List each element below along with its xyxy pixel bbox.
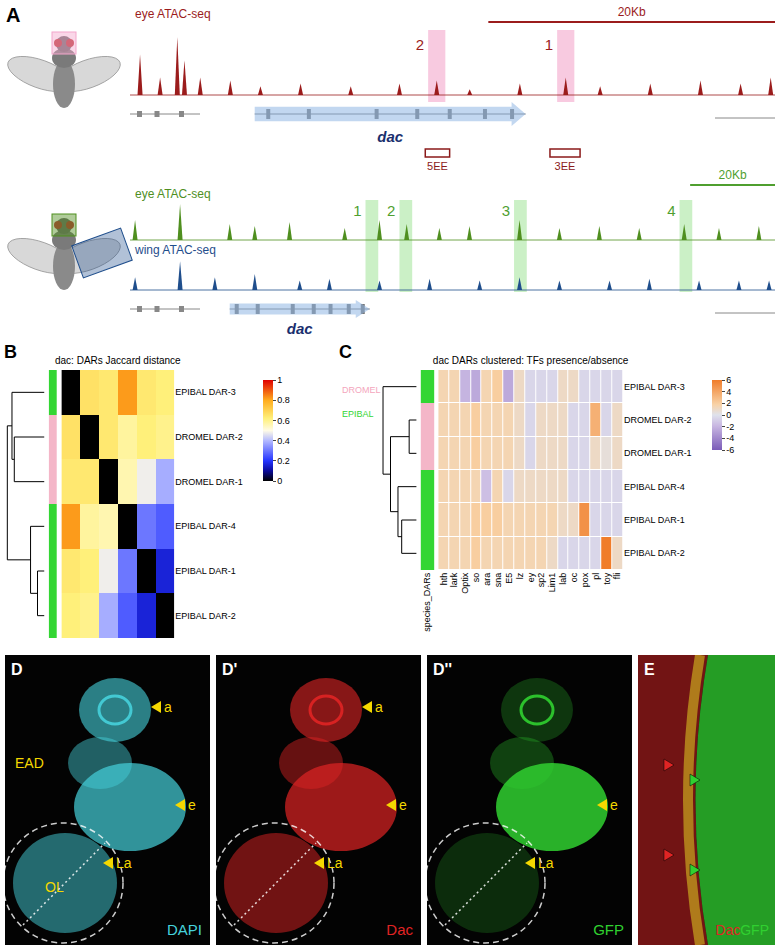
svg-text:4: 4 [667, 202, 675, 219]
svg-text:fli: fli [612, 573, 622, 580]
svg-text:A: A [6, 4, 20, 26]
svg-text:2: 2 [726, 398, 731, 408]
svg-text:DROMEL DAR-1: DROMEL DAR-1 [175, 477, 243, 487]
svg-text:ara: ara [482, 573, 492, 586]
html-text:B: B [4, 342, 17, 362]
svg-text:0.4: 0.4 [277, 436, 290, 446]
svg-text:toy: toy [602, 572, 612, 585]
svg-text:3EE: 3EE [555, 160, 576, 172]
svg-text:6: 6 [726, 375, 731, 385]
svg-text:pox: pox [580, 572, 590, 587]
svg-text:pl: pl [591, 573, 601, 580]
svg-text:dac: dac [287, 320, 314, 337]
svg-text:a: a [164, 699, 172, 715]
svg-text:DROMEL: DROMEL [342, 385, 381, 395]
svg-text:Lim1: Lim1 [547, 573, 557, 593]
svg-text:e: e [399, 797, 407, 813]
svg-text:2: 2 [387, 202, 395, 219]
svg-text:-2: -2 [726, 422, 734, 432]
svg-text:lz: lz [515, 572, 525, 579]
svg-text:20Kb: 20Kb [719, 168, 747, 182]
svg-text:lark: lark [449, 572, 459, 587]
svg-text:-4: -4 [726, 433, 734, 443]
svg-text:DROMEL DAR-1: DROMEL DAR-1 [624, 448, 692, 458]
svg-text:2: 2 [416, 36, 424, 53]
svg-text:sp2: sp2 [536, 573, 546, 588]
svg-text:E: E [644, 661, 655, 678]
svg-text:oc: oc [569, 572, 579, 582]
svg-text:e: e [188, 797, 196, 813]
svg-text:species_DARs: species_DARs [422, 572, 432, 632]
svg-text:4: 4 [726, 387, 731, 397]
svg-text:eye ATAC-seq: eye ATAC-seq [135, 7, 211, 21]
svg-text:dac: dac [377, 128, 404, 145]
svg-text:dac: DARs Jaccard distance: dac: DARs Jaccard distance [55, 355, 181, 366]
svg-text:EAD: EAD [15, 755, 44, 771]
svg-text:E5: E5 [504, 573, 514, 584]
svg-text:dac DARs clustered: TFs presen: dac DARs clustered: TFs presence/absence [433, 355, 629, 366]
svg-text:-6: -6 [726, 445, 734, 455]
svg-text:0.2: 0.2 [277, 456, 290, 466]
svg-text:5EE: 5EE [427, 160, 448, 172]
svg-text:DacGFP: DacGFP [715, 922, 769, 938]
svg-text:20Kb: 20Kb [618, 5, 646, 19]
svg-text:1: 1 [353, 202, 361, 219]
svg-text:wing ATAC-seq: wing ATAC-seq [134, 243, 216, 257]
svg-text:so: so [471, 573, 481, 583]
svg-text:0: 0 [277, 476, 282, 486]
svg-text:La: La [116, 855, 132, 871]
svg-text:e: e [610, 797, 618, 813]
svg-text:D'': D'' [433, 661, 452, 678]
svg-text:0.6: 0.6 [277, 416, 290, 426]
svg-text:EPIBAL DAR-2: EPIBAL DAR-2 [624, 548, 685, 558]
svg-text:EPIBAL DAR-3: EPIBAL DAR-3 [175, 387, 236, 397]
svg-text:EPIBAL DAR-4: EPIBAL DAR-4 [175, 521, 236, 531]
svg-text:EPIBAL: EPIBAL [342, 409, 374, 419]
svg-text:lab: lab [558, 573, 568, 585]
svg-text:hth: hth [439, 573, 449, 586]
svg-text:EPIBAL DAR-3: EPIBAL DAR-3 [624, 382, 685, 392]
svg-text:ey: ey [526, 572, 536, 582]
svg-text:D': D' [222, 661, 237, 678]
svg-text:a: a [375, 699, 383, 715]
svg-text:EPIBAL DAR-1: EPIBAL DAR-1 [175, 566, 236, 576]
svg-text:La: La [538, 855, 554, 871]
svg-text:1: 1 [277, 375, 282, 385]
svg-text:EPIBAL DAR-1: EPIBAL DAR-1 [624, 515, 685, 525]
svg-text:OL: OL [45, 879, 64, 895]
svg-text:0.8: 0.8 [277, 395, 290, 405]
html-text:C: C [339, 342, 352, 362]
svg-text:sna: sna [493, 573, 503, 588]
svg-text:eye ATAC-seq: eye ATAC-seq [135, 187, 211, 201]
svg-text:DROMEL DAR-2: DROMEL DAR-2 [175, 432, 243, 442]
svg-text:EPIBAL DAR-4: EPIBAL DAR-4 [624, 482, 685, 492]
svg-text:DROMEL DAR-2: DROMEL DAR-2 [624, 415, 692, 425]
svg-text:0: 0 [726, 410, 731, 420]
svg-text:D: D [11, 661, 23, 678]
svg-text:GFP: GFP [593, 921, 624, 938]
svg-text:1: 1 [545, 36, 553, 53]
svg-text:3: 3 [502, 202, 510, 219]
svg-text:Optix: Optix [460, 572, 470, 594]
svg-text:Dac: Dac [386, 921, 413, 938]
svg-text:DAPI: DAPI [167, 921, 202, 938]
svg-text:La: La [327, 855, 343, 871]
svg-text:EPIBAL DAR-2: EPIBAL DAR-2 [175, 611, 236, 621]
